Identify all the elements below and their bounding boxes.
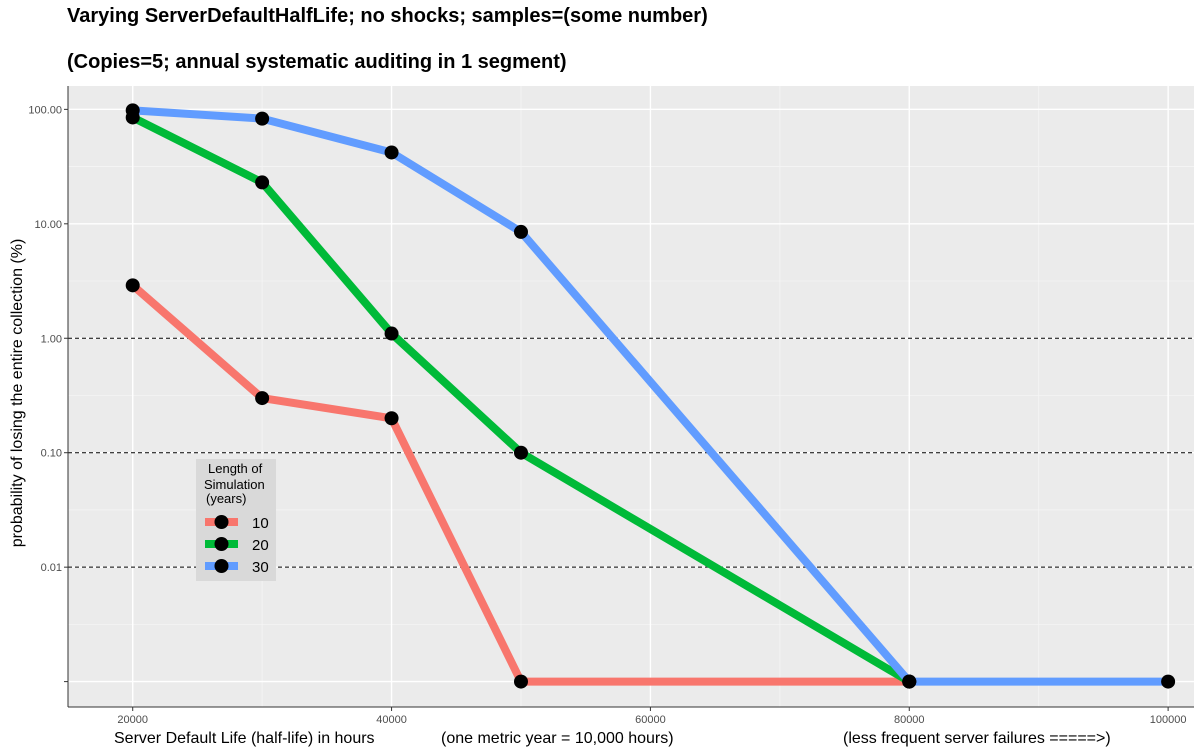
y-tick-label: 1.00	[41, 333, 62, 345]
legend-title-line-1: Length of	[208, 461, 263, 476]
x-axis-note-metric-year: (one metric year = 10,000 hours)	[441, 730, 674, 747]
x-tick-label: 60000	[635, 714, 666, 726]
legend-title-line-2: Simulation	[204, 477, 265, 492]
legend-key-point-30	[214, 559, 229, 573]
x-axis: 20000 40000 60000 80000 100000	[68, 706, 1194, 726]
legend-key-point-10	[214, 515, 229, 529]
y-axis: 0.01 0.10 1.00 10.00 100.00	[28, 86, 69, 707]
plot-panel	[68, 86, 1194, 707]
y-tick-label: 100.00	[28, 104, 62, 116]
x-tick-label: 80000	[894, 714, 925, 726]
data-point-20	[255, 175, 270, 190]
y-tick-label: 0.10	[41, 448, 62, 460]
series-points	[125, 103, 1176, 689]
data-point-30	[255, 111, 270, 126]
data-point-10	[384, 411, 399, 426]
legend-label-30: 30	[252, 559, 269, 576]
data-point-30	[125, 103, 140, 118]
series-line-30	[132, 106, 1169, 686]
data-point-30	[384, 145, 399, 160]
legend-label-20: 20	[252, 537, 269, 554]
legend-title-line-3: (years)	[206, 491, 246, 506]
chart-subtitle: (Copies=5; annual systematic auditing in…	[67, 51, 567, 73]
x-tick-label: 100000	[1150, 714, 1187, 726]
data-point-30	[513, 224, 528, 239]
legend: Length of Simulation (years) 10 20 30	[196, 459, 276, 581]
chart-title: Varying ServerDefaultHalfLife; no shocks…	[67, 5, 708, 27]
data-point-20	[384, 326, 399, 341]
dashed-reference-lines	[68, 337, 1194, 568]
data-point-10	[125, 278, 140, 293]
y-axis-title: probability of losing the entire collect…	[9, 239, 26, 548]
data-point-30	[902, 674, 917, 689]
x-axis-note-failures: (less frequent server failures =====>)	[843, 730, 1111, 747]
x-tick-label: 20000	[117, 714, 148, 726]
legend-label-10: 10	[252, 515, 269, 532]
legend-key-point-20	[214, 537, 229, 551]
data-point-10	[255, 391, 270, 406]
y-tick-label: 0.01	[41, 562, 62, 574]
data-point-30	[1161, 674, 1176, 689]
data-point-20	[513, 445, 528, 460]
y-tick-label: 10.00	[34, 219, 62, 231]
x-tick-label: 40000	[376, 714, 407, 726]
x-axis-title: Server Default Life (half-life) in hours	[114, 730, 375, 747]
data-point-10	[513, 674, 528, 689]
